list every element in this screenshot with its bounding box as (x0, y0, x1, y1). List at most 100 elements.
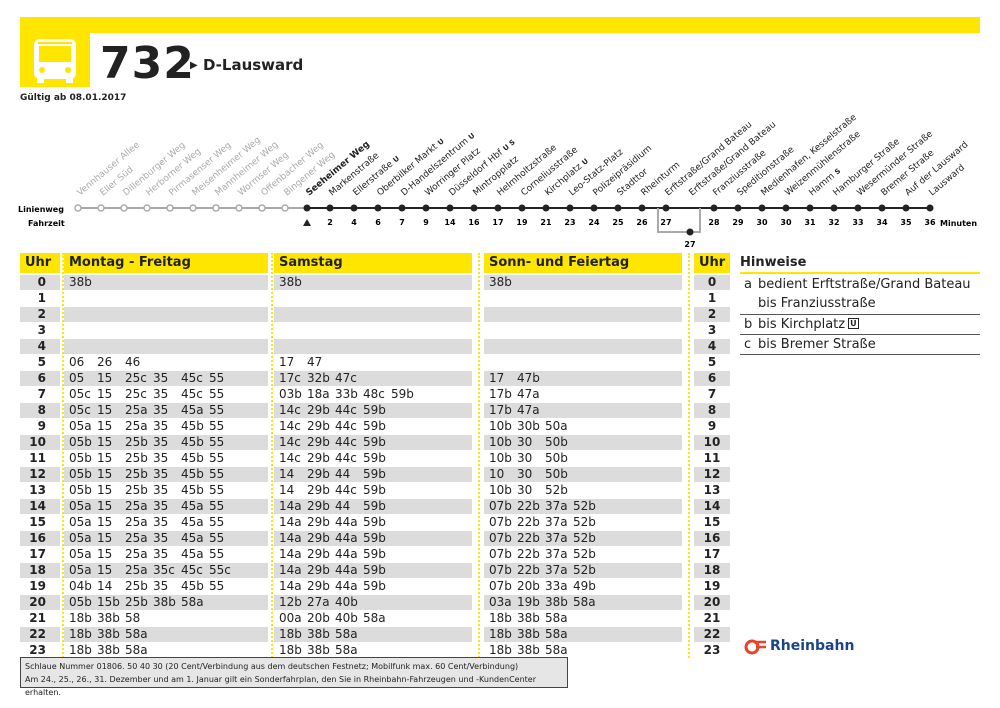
time-cell (64, 307, 268, 322)
hour-cell: 21 (29, 611, 46, 625)
departure: 45b (181, 435, 204, 449)
departure: 29b (307, 531, 330, 545)
note: b bis Kirchplatz U (740, 315, 980, 335)
stop-dot-past (120, 204, 128, 212)
departure: 38b (97, 643, 120, 657)
departure: 03b (279, 387, 302, 401)
hour-cell: 6 (20, 371, 60, 386)
time-cell: 14 29b 44c 59b (274, 483, 472, 498)
note-text: bis Kirchplatz (758, 317, 846, 332)
departure: 55 (209, 483, 225, 497)
departure: 37a (545, 531, 568, 545)
hour-cell: 8 (694, 403, 730, 418)
departure: 05b (69, 483, 92, 497)
logo-icon (744, 639, 766, 655)
departure: 22b (517, 563, 540, 577)
departure: 05a (69, 531, 92, 545)
note-badge: U (848, 318, 859, 329)
time-cell: 14c 29b 44c 59b (274, 403, 472, 418)
departure: 58a (545, 627, 568, 641)
departure: 59b (391, 387, 414, 401)
departure: 22b (517, 547, 540, 561)
time-cell: 07b 22b 37a 52b (484, 531, 682, 546)
departure: 47a (517, 403, 540, 417)
departure: 05a (69, 563, 92, 577)
departure: 59b (363, 419, 386, 433)
time-cell: 38b (274, 275, 472, 290)
stop-dot-past (212, 204, 220, 212)
time-cell: 17b 47a (484, 387, 682, 402)
departure: 35 (153, 547, 169, 561)
column-header: Uhr (694, 253, 730, 273)
departure: 55 (209, 515, 225, 529)
hour-cell: 0 (694, 275, 730, 290)
departure: 05a (69, 499, 92, 513)
departure: 55 (209, 499, 225, 513)
departure: 14 (279, 483, 295, 497)
departure: 30 (517, 483, 533, 497)
time-cell: 14a 29b 44a 59b (274, 531, 472, 546)
stop-time: 35 (900, 218, 912, 227)
time-cell (274, 307, 472, 322)
column-header: Uhr (20, 253, 60, 273)
departure: 14a (279, 579, 302, 593)
departure: 14c (279, 451, 301, 465)
stop-dot (710, 204, 718, 212)
time-cell: 14c 29b 44c 59b (274, 419, 472, 434)
stop-badge: U (392, 154, 402, 164)
departure: 50b (545, 435, 568, 449)
hour-cell: 18 (20, 563, 60, 578)
stop-time: 17 (492, 218, 503, 227)
hour-cell: 19 (29, 579, 46, 593)
stop-time: 23 (564, 218, 575, 227)
departure: 59b (363, 403, 386, 417)
hour-cell: 16 (694, 531, 730, 546)
departure: 22b (517, 515, 540, 529)
stop-dot (902, 204, 910, 212)
time-cell (64, 339, 268, 354)
stop-dot (638, 204, 646, 212)
departure: 59b (363, 467, 386, 481)
departure: 25a (125, 563, 148, 577)
stop-time: 6 (375, 218, 381, 227)
departure: 18b (489, 627, 512, 641)
stop-time: 14 (444, 218, 456, 227)
departure: 05b (69, 451, 92, 465)
note: c bis Bremer Straße (740, 335, 980, 355)
stop-dot (878, 204, 886, 212)
time-cell: 05a 15 25a 35 45a 55 (64, 515, 268, 530)
departure: 14 (97, 579, 113, 593)
stop-dot (854, 204, 862, 212)
note-key: c (744, 337, 752, 352)
departure: 29b (307, 579, 330, 593)
time-cell: 05a 15 25a 35 45a 55 (64, 547, 268, 562)
departure: 18a (307, 387, 330, 401)
departure: 32b (307, 371, 330, 385)
departure: 47 (307, 355, 323, 369)
notes-title: Hinweise (740, 255, 980, 274)
departure: 55 (209, 435, 225, 449)
stop-dot (494, 204, 502, 212)
departure: 35 (153, 499, 169, 513)
stop-dot (782, 204, 790, 212)
departure: 59b (363, 435, 386, 449)
hour-cell: 2 (694, 307, 730, 322)
route-number: 732 (100, 38, 195, 89)
stop-dot (542, 204, 550, 212)
departure: 55c (209, 563, 231, 577)
departure: 33a (545, 579, 568, 593)
departure: 38b (69, 275, 92, 289)
hour-cell: 2 (20, 307, 60, 322)
departure: 25a (125, 419, 148, 433)
departure: 26 (97, 355, 113, 369)
departure: 25b (125, 483, 148, 497)
note-text: bis Bremer Straße (758, 337, 876, 352)
hour-cell: 15 (703, 515, 721, 529)
departure: 22b (517, 499, 540, 513)
departure: 58a (125, 643, 148, 657)
departure: 35 (153, 515, 169, 529)
stop-time: 29 (732, 218, 744, 227)
departure: 38b (97, 611, 120, 625)
departure: 44a (335, 547, 358, 561)
